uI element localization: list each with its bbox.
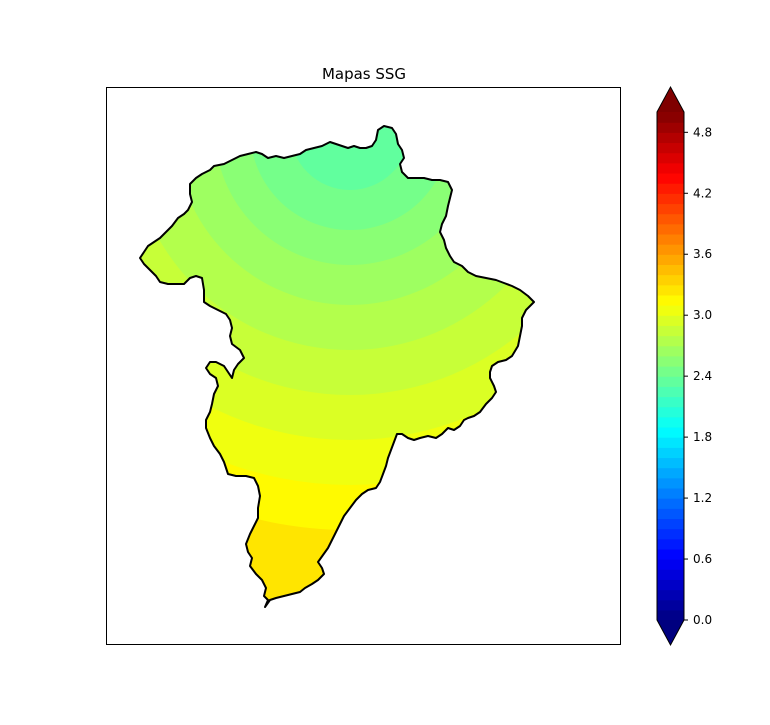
colorbar-segment — [657, 315, 684, 326]
colorbar-segment — [657, 569, 684, 580]
colorbar-tick-label: 3.0 — [693, 308, 712, 322]
colorbar-tick-label: 1.2 — [693, 491, 712, 505]
colorbar-segment — [657, 284, 684, 296]
colorbar-segment — [657, 376, 684, 387]
colorbar-segment — [657, 112, 684, 123]
colorbar-segment — [657, 254, 684, 265]
colorbar-segment — [657, 457, 684, 469]
colorbar-segment — [657, 599, 684, 611]
colorbar-segment — [657, 518, 684, 530]
colorbar-segment — [657, 325, 684, 337]
colorbar-tick-label: 1.8 — [693, 430, 712, 444]
colorbar-segment — [657, 386, 684, 398]
region-boundary — [139, 125, 535, 608]
colorbar-segment — [657, 477, 684, 489]
colorbar-segment — [657, 406, 684, 418]
colorbar-segment — [657, 437, 684, 448]
colorbar-segment — [657, 396, 684, 408]
colorbar-segment — [657, 142, 684, 154]
colorbar-segment — [657, 538, 684, 550]
colorbar-segment — [657, 274, 684, 286]
chart-title: Mapas SSG — [322, 65, 406, 83]
colorbar-segment — [657, 609, 684, 621]
colorbar-segment — [657, 467, 684, 479]
colorbar-segment — [657, 447, 684, 459]
colorbar-tick-label: 3.6 — [693, 247, 712, 261]
colorbar-segment — [657, 193, 684, 205]
colorbar-segment — [657, 122, 684, 133]
colorbar-tick-label: 4.8 — [693, 125, 712, 139]
colorbar-extend-min — [657, 620, 684, 645]
colorbar-tick-label: 4.2 — [693, 186, 712, 200]
colorbar-segment — [657, 508, 684, 519]
colorbar-segment — [657, 345, 684, 357]
colorbar-segment — [657, 589, 684, 601]
colorbar-tick-label: 0.0 — [693, 613, 712, 627]
colorbar-segment — [657, 294, 684, 306]
colorbar-segment — [657, 203, 684, 215]
colorbar-segment — [657, 548, 684, 560]
colorbar-segment — [657, 264, 684, 276]
colorbar-segment — [657, 152, 684, 164]
colorbar-tick-label: 2.4 — [693, 369, 712, 383]
colorbar-segment — [657, 213, 684, 225]
colorbar-segment — [657, 366, 684, 377]
colorbar-segment — [657, 579, 684, 591]
colorbar-segment — [657, 528, 684, 540]
colorbar-segment — [657, 244, 684, 255]
colorbar-segment — [657, 498, 684, 509]
colorbar-segment — [657, 233, 684, 245]
colorbar-segment — [657, 162, 684, 174]
colorbar: 0.0 0.6 1.2 1.8 2.4 3.0 3.6 4.2 4.8 — [656, 85, 712, 647]
colorbar-extend-max — [657, 87, 684, 112]
colorbar-segment — [657, 355, 684, 367]
colorbar-segment — [657, 335, 684, 347]
colorbar-segment — [657, 487, 684, 499]
colorbar-segment — [657, 416, 684, 428]
colorbar-segment — [657, 132, 684, 144]
colorbar-segment — [657, 559, 684, 570]
colorbar-segment — [657, 183, 684, 194]
colorbar-segment — [657, 223, 684, 235]
colorbar-segment — [657, 305, 684, 316]
colorbar-segment — [657, 172, 684, 184]
colorbar-segment — [657, 426, 684, 438]
colorbar-tick-label: 0.6 — [693, 552, 712, 566]
